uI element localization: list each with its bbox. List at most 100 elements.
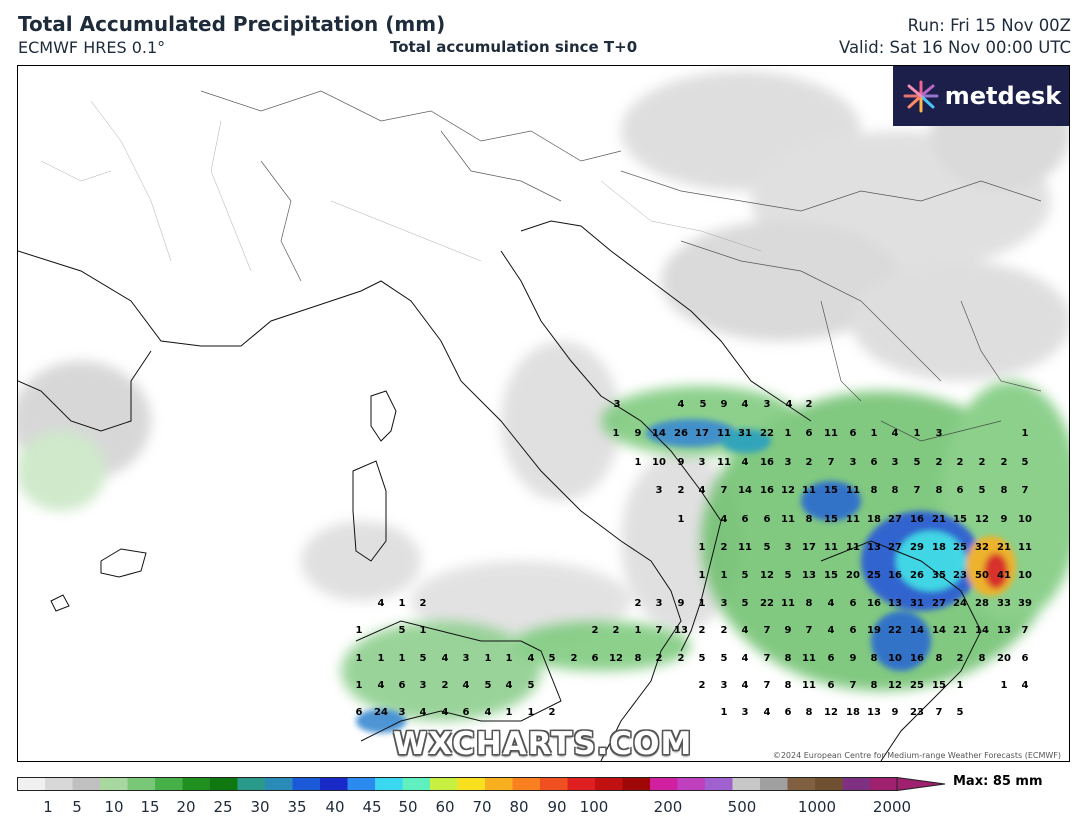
station-value: 23	[910, 707, 924, 718]
station-value: 8	[871, 653, 878, 664]
station-value: 25	[867, 570, 881, 581]
chart-subtitle: Total accumulation since T+0	[390, 38, 638, 56]
legend-tick-label: 70	[472, 798, 492, 816]
station-value: 7	[764, 680, 771, 691]
station-value: 4	[378, 680, 385, 691]
station-value: 10	[652, 457, 666, 468]
station-value: 4	[742, 457, 749, 468]
station-value: 9	[678, 457, 685, 468]
chart-title: Total Accumulated Precipitation (mm)	[18, 12, 446, 36]
metdesk-burst-icon	[903, 80, 939, 113]
station-value: 6	[850, 625, 857, 636]
station-value: 8	[936, 653, 943, 664]
station-value: 4	[463, 680, 470, 691]
station-value: 11	[802, 653, 816, 664]
legend-cell	[430, 777, 458, 791]
legend-extend-arrow	[896, 777, 946, 792]
legend-tick-label: 20	[176, 798, 196, 816]
station-value: 21	[953, 625, 967, 636]
legend-cell	[485, 777, 513, 791]
legend-cell	[17, 777, 46, 791]
station-value: 2	[936, 457, 943, 468]
station-value: 1	[399, 653, 406, 664]
station-value: 16	[910, 514, 924, 525]
station-value: 15	[824, 485, 838, 496]
station-value: 10	[888, 653, 902, 664]
metdesk-logo: metdesk	[893, 66, 1069, 126]
station-value: 8	[635, 653, 642, 664]
station-value: 27	[888, 514, 902, 525]
station-value: 1	[506, 653, 513, 664]
legend-tick-label: 1000	[797, 798, 837, 816]
wxcharts-watermark: WXCHARTS.COM	[393, 726, 693, 762]
station-value: 4	[442, 707, 449, 718]
station-value: 1	[871, 428, 878, 439]
station-value: 26	[910, 570, 924, 581]
station-value: 8	[979, 653, 986, 664]
station-value: 1	[721, 707, 728, 718]
station-value: 2	[420, 598, 427, 609]
station-value: 27	[932, 598, 946, 609]
station-value: 14	[910, 625, 924, 636]
station-value: 3	[614, 399, 621, 410]
station-value: 13	[997, 625, 1011, 636]
station-value: 6	[850, 428, 857, 439]
station-value: 15	[824, 514, 838, 525]
station-value: 4	[506, 680, 513, 691]
station-value: 7	[1022, 625, 1029, 636]
station-value: 12	[975, 514, 989, 525]
station-value: 3	[656, 598, 663, 609]
station-value: 23	[953, 570, 967, 581]
station-value: 6	[957, 485, 964, 496]
station-value: 2	[549, 707, 556, 718]
legend-cells	[17, 777, 898, 791]
station-value: 8	[892, 485, 899, 496]
station-value: 3	[764, 399, 771, 410]
station-value: 11	[738, 542, 752, 553]
legend-cell	[760, 777, 788, 791]
station-value: 6	[764, 514, 771, 525]
station-value: 8	[871, 485, 878, 496]
station-value: 39	[1018, 598, 1032, 609]
station-value: 1	[957, 680, 964, 691]
legend-cell	[870, 777, 898, 791]
station-value: 9	[721, 399, 728, 410]
station-value: 6	[871, 457, 878, 468]
station-value: 2	[656, 653, 663, 664]
legend-cell	[237, 777, 266, 791]
station-value: 2	[592, 625, 599, 636]
station-value: 5	[979, 485, 986, 496]
station-value: 20	[846, 570, 860, 581]
station-value: 2	[699, 625, 706, 636]
station-value: 8	[785, 680, 792, 691]
legend-cell	[182, 777, 211, 791]
legend-tick-label: 50	[398, 798, 418, 816]
station-value: 13	[888, 598, 902, 609]
station-value: 29	[910, 542, 924, 553]
station-value: 6	[592, 653, 599, 664]
station-value: 5	[742, 570, 749, 581]
station-value: 16	[760, 485, 774, 496]
station-value: 11	[846, 542, 860, 553]
station-value: 3	[699, 457, 706, 468]
legend-cell	[815, 777, 843, 791]
legend-cell	[842, 777, 871, 791]
station-value: 25	[953, 542, 967, 553]
legend-tick-label: 2000	[872, 798, 912, 816]
station-value: 24	[374, 707, 388, 718]
station-value: 3	[721, 598, 728, 609]
legend-tick-label: 35	[287, 798, 307, 816]
legend-cell	[155, 777, 183, 791]
rivers	[40, 100, 762, 272]
station-value: 41	[997, 570, 1011, 581]
model-label: ECMWF HRES 0.1°	[18, 38, 166, 57]
legend-cell	[457, 777, 486, 791]
station-value: 17	[802, 542, 816, 553]
station-value: 2	[806, 457, 813, 468]
station-value: 4	[378, 598, 385, 609]
station-value: 1	[721, 570, 728, 581]
legend-cell	[45, 777, 73, 791]
legend-tick-label: 40	[325, 798, 345, 816]
station-value: 7	[806, 625, 813, 636]
station-value: 2	[699, 680, 706, 691]
